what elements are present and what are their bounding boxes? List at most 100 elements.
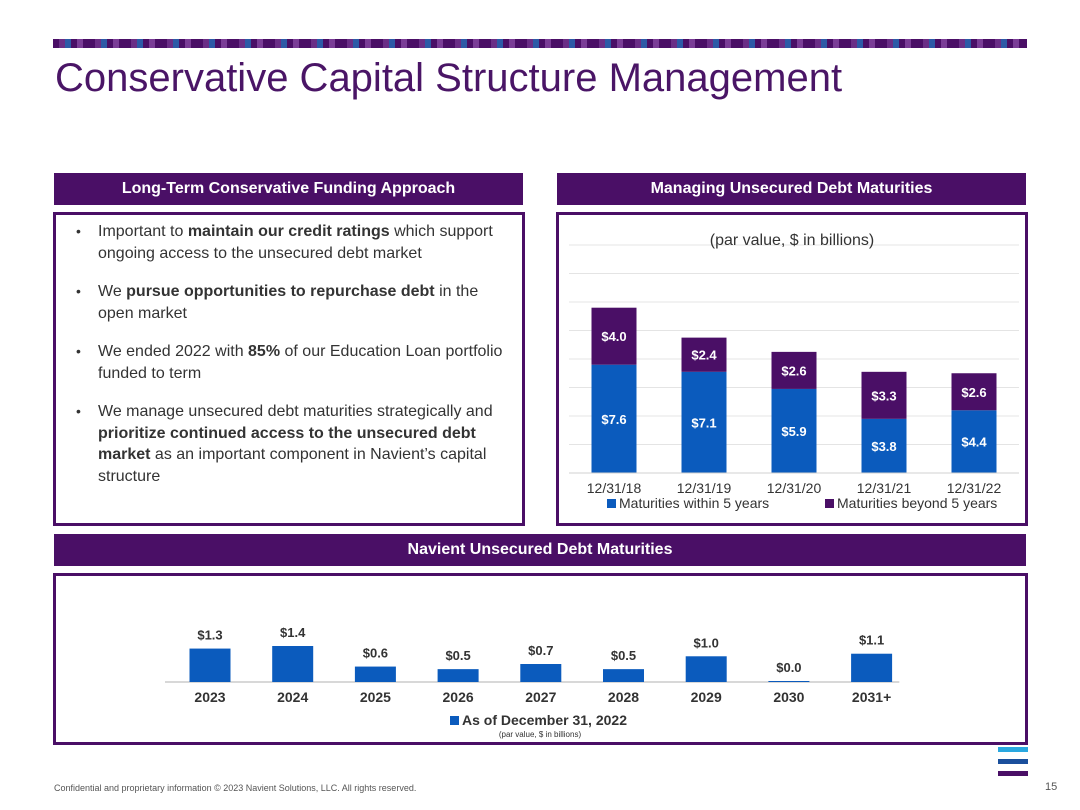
x-tick-label: 2025 [360,689,391,705]
legend-swatch [450,716,459,725]
stripe-segment [617,39,623,48]
bullet-item: We ended 2022 with 85% of our Education … [76,341,516,384]
stripe-segment [359,39,365,48]
stripe-segment [383,39,389,48]
stripe-segment [845,39,851,48]
stripe-segment [743,39,749,48]
data-label: $5.9 [781,424,806,439]
stripe-segment [299,39,305,48]
stripe-segment [371,39,377,48]
chart-subtitle: (par value, $ in billions) [710,232,875,249]
stripe-segment [251,39,257,48]
stripe-segment [725,39,731,48]
bullet-text: We manage unsecured debt maturities stra… [98,403,493,420]
stripe-segment [407,39,413,48]
stripe-segment [203,39,209,48]
stripe-segment [179,39,185,48]
stripe-segment [185,39,191,48]
stripe-segment [935,39,941,48]
stripe-segment [719,39,725,48]
stripe-segment [491,39,497,48]
bar-segment [771,351,817,389]
stripe-segment [329,39,335,48]
legend-swatch [607,499,616,508]
stripe-segment [419,39,425,48]
stripe-segment [515,39,521,48]
stripe-segment [755,39,761,48]
stripe-segment [815,39,821,48]
stripe-segment [1007,39,1013,48]
bullet-item: Important to maintain our credit ratings… [76,221,516,264]
bar [189,648,231,682]
bar-segment [681,337,727,372]
stripe-segment [485,39,491,48]
footer-disclaimer: Confidential and proprietary information… [54,783,417,793]
stripe-segment [761,39,767,48]
stripe-segment [401,39,407,48]
bar-segment [951,373,997,411]
debt-maturities-header: Managing Unsecured Debt Maturities [557,173,1026,205]
stripe-segment [581,39,587,48]
stripe-segment [227,39,233,48]
bullet-emphasis: pursue opportunities to repurchase debt [126,283,435,300]
stripe-segment [233,39,239,48]
bullet-text: We [98,283,127,300]
stripe-segment [569,39,575,48]
stripe-segment [539,39,545,48]
bar [272,646,314,682]
stripe-segment [653,39,659,48]
stripe-segment [917,39,923,48]
stripe-segment [869,39,875,48]
debt-maturities-panel: (par value, $ in billions) $7.6 $4.0 12/31/… [556,212,1028,526]
x-tick-label: 12/31/20 [767,480,822,496]
x-tick-label: 12/31/19 [677,480,732,496]
data-label: $2.4 [691,348,717,363]
stripe-segment [959,39,965,48]
stripe-segment [593,39,599,48]
stripe-segment [317,39,323,48]
stripe-segment [395,39,401,48]
data-label: $0.7 [528,643,553,658]
stripe-segment [1013,39,1019,48]
stripe-segment [59,39,65,48]
bar-segment [771,388,817,473]
navient-maturities-panel: $1.3 2023 $1.4 2024 $0.6 2025 $0.5 2026 $0.7 2027… [53,573,1028,745]
stripe-segment [623,39,629,48]
stripe-segment [683,39,689,48]
stripe-segment [557,39,563,48]
stripe-segment [707,39,713,48]
data-label: $1.4 [280,625,306,640]
data-label: $2.6 [781,363,806,378]
stripe-segment [695,39,701,48]
stripe-segment [53,39,59,48]
stripe-segment [821,39,827,48]
stripe-segment [551,39,557,48]
stripe-segment [929,39,935,48]
stripe-segment [899,39,905,48]
bar [851,653,893,682]
stripe-segment [449,39,455,48]
stripe-segment [947,39,953,48]
stripe-segment [287,39,293,48]
stripe-segment [887,39,893,48]
data-label: $0.5 [611,648,636,663]
stripe-segment [767,39,773,48]
bar-segment [861,418,907,473]
stripe-segment [365,39,371,48]
stripe-segment [911,39,917,48]
stripe-segment [89,39,95,48]
stripe-segment [857,39,863,48]
decorative-stripe-bar [53,39,1027,48]
stripe-segment [263,39,269,48]
stripe-segment [863,39,869,48]
x-tick-label: 2029 [691,689,722,705]
stripe-segment [833,39,839,48]
stripe-segment [827,39,833,48]
stripe-segment [629,39,635,48]
stripe-segment [95,39,101,48]
funding-approach-bullets: Important to maintain our credit ratings… [56,215,522,487]
stripe-segment [905,39,911,48]
bar [603,669,644,682]
bullet-text: as an important component in Navient’s c… [98,446,487,485]
stripe-segment [413,39,419,48]
